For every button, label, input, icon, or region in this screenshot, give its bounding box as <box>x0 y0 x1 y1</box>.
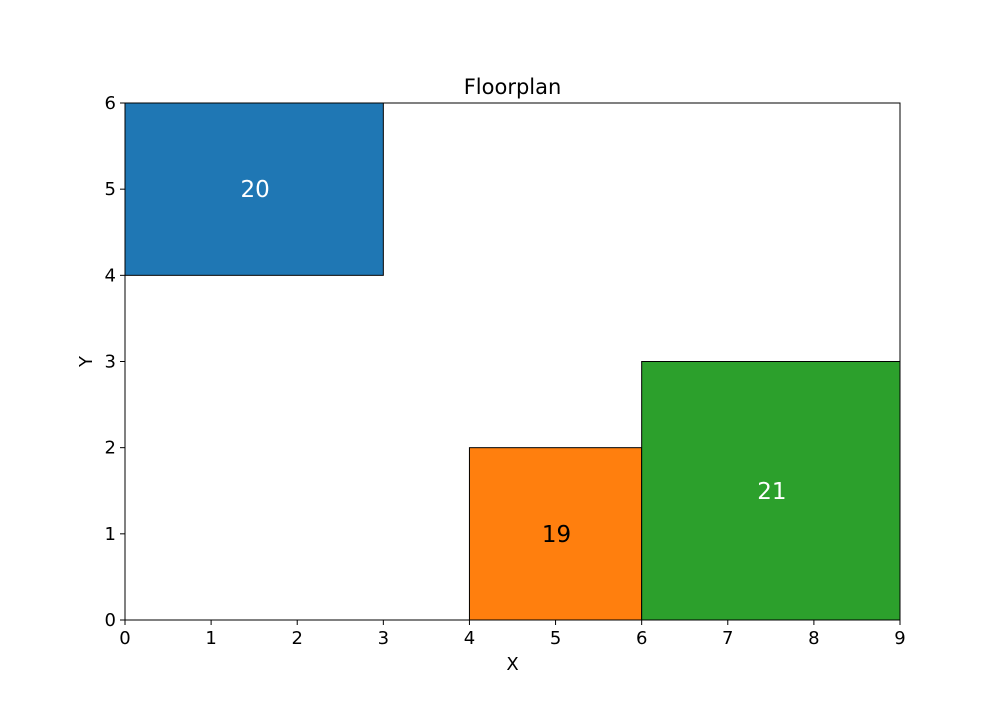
y-tick-label: 6 <box>105 93 116 114</box>
room-20 <box>124 102 384 276</box>
rooms-layer: 20 19 21 <box>124 102 901 621</box>
x-tick-label: 3 <box>378 628 389 649</box>
x-tick-label: 1 <box>205 628 216 649</box>
y-tick-label: 2 <box>105 438 116 459</box>
x-tick-label: 0 <box>119 628 130 649</box>
x-tick-label: 2 <box>291 628 302 649</box>
y-axis-label: Y <box>76 355 97 368</box>
x-tick-label: 9 <box>894 628 905 649</box>
room-label-19: 19 <box>542 522 571 548</box>
y-tick-label: 4 <box>105 265 116 286</box>
chart-title: Floorplan <box>464 75 562 99</box>
room-label-21: 21 <box>757 479 786 505</box>
y-tick-label: 3 <box>105 352 116 373</box>
room-label-20: 20 <box>241 177 270 203</box>
x-tick-label: 7 <box>722 628 733 649</box>
y-tick-label: 1 <box>105 524 116 545</box>
x-tick-label: 8 <box>808 628 819 649</box>
x-axis-label: X <box>506 654 518 675</box>
y-axis: 0 1 2 3 4 5 6 <box>105 93 125 631</box>
x-tick-label: 6 <box>636 628 647 649</box>
x-tick-label: 4 <box>464 628 475 649</box>
y-tick-label: 5 <box>105 179 116 200</box>
y-tick-label: 0 <box>105 610 116 631</box>
x-axis: 0 1 2 3 4 5 6 7 8 9 <box>119 620 906 649</box>
room-19 <box>468 447 643 621</box>
x-tick-label: 5 <box>550 628 561 649</box>
room-21 <box>641 361 901 621</box>
